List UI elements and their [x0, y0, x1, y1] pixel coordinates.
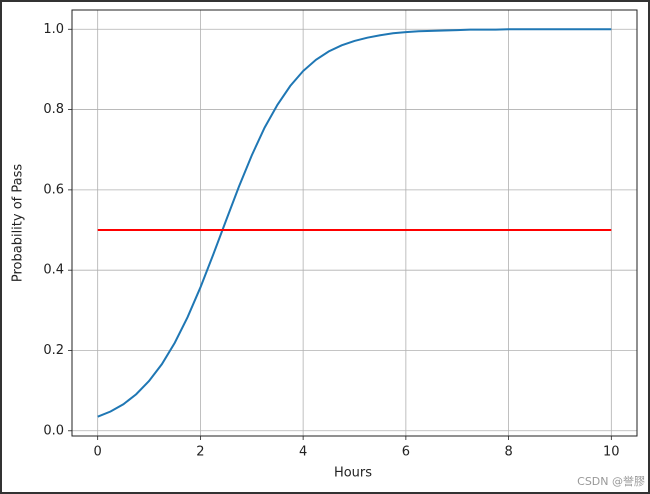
- plot-frame: [71, 9, 638, 437]
- watermark: CSDN @誉膠: [577, 474, 645, 488]
- y-tick-label: 0.6: [43, 182, 64, 197]
- x-axis-label: Hours: [334, 466, 372, 481]
- x-tick-label: 10: [603, 445, 620, 460]
- x-tick-label: 6: [402, 445, 410, 460]
- y-tick-label: 0.4: [43, 263, 64, 278]
- x-tick-label: 4: [299, 445, 307, 460]
- x-tick-label: 0: [94, 445, 102, 460]
- y-tick-label: 0.0: [43, 423, 64, 438]
- y-tick-label: 1.0: [43, 22, 64, 37]
- line: [97, 28, 612, 418]
- x-tick-label: 8: [504, 445, 512, 460]
- y-axis-label: Probability of Pass: [11, 164, 26, 283]
- y-tick-label: 0.8: [43, 102, 64, 117]
- x-tick-label: 2: [196, 445, 204, 460]
- y-tick-label: 0.2: [43, 343, 64, 358]
